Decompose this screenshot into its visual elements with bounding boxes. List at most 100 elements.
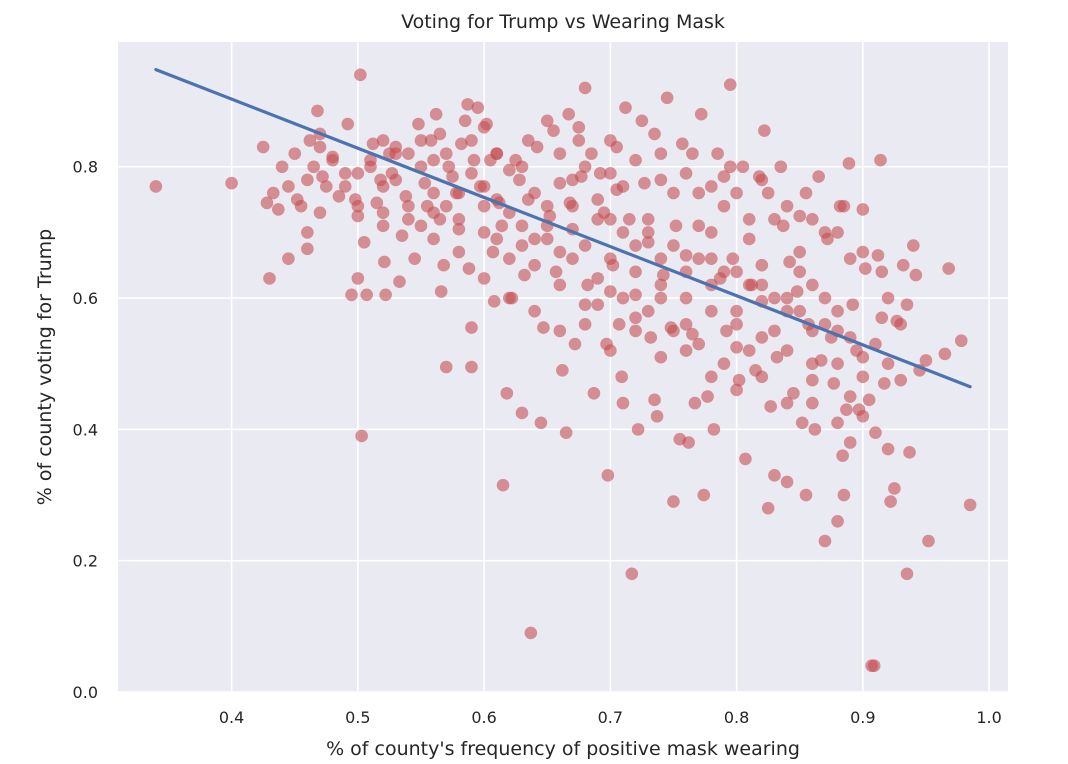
data-point <box>332 189 346 203</box>
data-point <box>692 186 706 200</box>
data-point <box>587 386 601 400</box>
data-point <box>694 107 708 121</box>
data-point <box>566 252 579 265</box>
data-point <box>465 167 478 180</box>
data-point <box>461 98 474 111</box>
data-point <box>418 176 432 190</box>
data-point <box>553 278 567 292</box>
data-point <box>679 344 693 357</box>
data-point <box>615 370 629 384</box>
data-point <box>616 396 630 410</box>
x-tick-label: 0.5 <box>345 708 370 727</box>
data-point <box>399 189 413 203</box>
data-point <box>537 321 550 334</box>
data-point <box>616 180 630 193</box>
data-point <box>282 252 295 265</box>
data-point <box>568 337 582 351</box>
data-point <box>515 406 529 420</box>
data-point <box>679 249 693 262</box>
data-point <box>657 268 670 282</box>
data-point <box>629 288 642 302</box>
data-point <box>313 140 327 154</box>
data-point <box>604 212 617 226</box>
data-point <box>793 209 807 223</box>
data-point <box>768 324 781 338</box>
data-point <box>660 91 674 105</box>
data-point <box>686 327 699 341</box>
data-point <box>742 344 756 357</box>
data-point <box>534 416 548 430</box>
data-point <box>376 180 390 193</box>
data-point <box>578 318 592 331</box>
data-point <box>591 193 605 206</box>
data-point <box>790 285 804 298</box>
data-point <box>364 153 377 167</box>
data-point <box>528 232 541 246</box>
data-point <box>452 212 466 226</box>
data-point <box>875 311 889 325</box>
x-tick-label: 0.7 <box>598 708 623 727</box>
data-point <box>831 226 844 239</box>
data-point <box>867 659 881 673</box>
data-point <box>705 304 718 318</box>
data-point <box>843 390 857 403</box>
data-point <box>530 140 544 154</box>
data-point <box>408 252 421 265</box>
data-point <box>439 360 453 374</box>
data-point <box>871 249 885 262</box>
data-point <box>591 212 605 226</box>
data-point <box>341 117 355 131</box>
x-tick-label: 0.9 <box>850 708 875 727</box>
data-point <box>288 147 302 160</box>
data-point <box>578 160 592 174</box>
data-point <box>768 212 781 226</box>
data-point <box>402 199 415 213</box>
data-point <box>412 117 425 131</box>
data-point <box>705 180 718 193</box>
data-point <box>954 334 968 348</box>
data-point <box>572 134 586 147</box>
data-point <box>768 469 781 482</box>
data-point <box>761 186 775 200</box>
data-point <box>503 163 516 177</box>
data-point <box>755 258 769 272</box>
data-point <box>641 226 655 239</box>
data-point <box>612 318 626 331</box>
data-point <box>490 232 504 246</box>
data-point <box>654 278 668 292</box>
data-point <box>900 298 914 311</box>
data-point <box>697 488 711 502</box>
x-tick-label: 1.0 <box>976 708 1001 727</box>
data-point <box>869 426 882 439</box>
data-point <box>477 272 491 285</box>
data-point <box>357 235 371 249</box>
data-point <box>319 180 333 193</box>
data-point <box>692 337 706 351</box>
data-point <box>654 173 668 187</box>
data-point <box>149 180 163 193</box>
data-point <box>736 160 750 174</box>
data-point <box>717 170 731 183</box>
data-points <box>149 68 977 673</box>
data-point <box>452 245 466 259</box>
data-point <box>326 153 339 167</box>
data-point <box>313 206 327 220</box>
data-point <box>610 140 623 154</box>
data-point <box>515 219 529 233</box>
data-point <box>742 278 756 292</box>
data-point <box>742 232 756 246</box>
data-point <box>439 147 453 160</box>
data-point <box>836 449 849 462</box>
data-point <box>837 199 851 213</box>
data-point <box>679 167 693 180</box>
data-point <box>513 173 526 187</box>
data-point <box>793 245 807 259</box>
data-point <box>705 370 718 384</box>
data-point <box>679 318 693 331</box>
y-tick-label: 0.2 <box>73 552 98 571</box>
data-point <box>477 199 491 213</box>
data-point <box>783 255 796 269</box>
data-point <box>900 567 914 581</box>
data-point <box>730 383 743 397</box>
